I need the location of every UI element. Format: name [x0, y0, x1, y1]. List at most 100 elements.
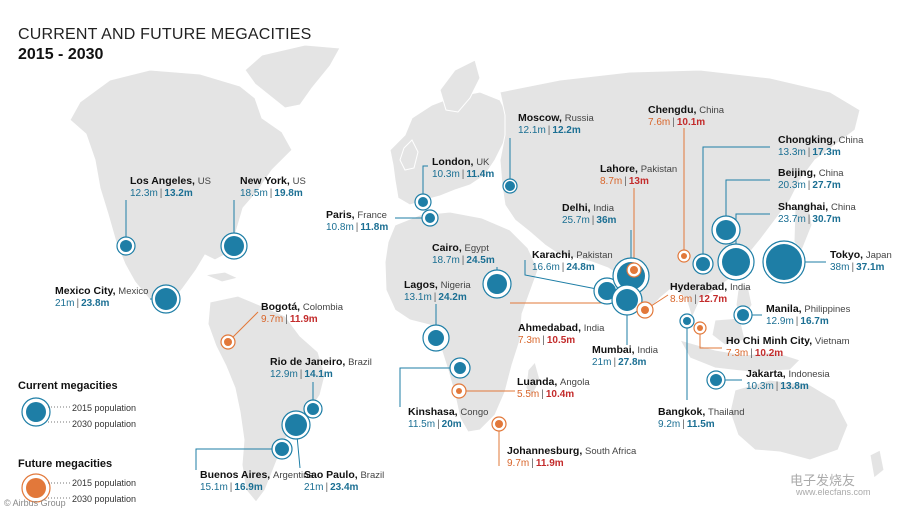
city-label-manila: Manila, Philippines 12.9m | 16.7m: [766, 303, 851, 327]
city-country: India: [637, 345, 658, 356]
pop-2030: 20m: [441, 418, 462, 430]
pop-2030: 27.7m: [812, 179, 841, 191]
city-label-buenos-aires: Buenos Aires, Argentina 15.1m | 16.9m: [200, 469, 314, 493]
marker-2015-chongking: [696, 257, 710, 271]
pop-2015: 7.3m: [518, 334, 541, 346]
marker-2015-karachi: [598, 282, 616, 300]
city-country: Colombia: [302, 302, 343, 313]
marker-2015-hyderabad: [641, 306, 649, 314]
legend-future-2030: 2030 population: [72, 494, 137, 504]
leader-line-kinshasa: [399, 367, 460, 407]
marker-2015-mumbai: [616, 289, 638, 311]
pop-2015: 12.9m: [766, 315, 794, 327]
city-name: Kinshasa,: [408, 406, 458, 418]
city-country: France: [357, 210, 387, 221]
pop-2030: 14.1m: [304, 368, 333, 380]
city-country: Japan: [865, 250, 892, 261]
pop-2015: 21m: [304, 481, 324, 493]
leader-line-ho-chi-minh-city: [699, 328, 722, 349]
marker-2015-bogot-: [224, 338, 232, 346]
pop-2015: 11.5m: [408, 418, 436, 430]
leader-line-london: [422, 165, 428, 202]
pop-2030: 24.5m: [466, 254, 495, 266]
marker-2015-luanda: [456, 388, 462, 394]
city-name: Chengdu,: [648, 104, 697, 116]
watermark-logo: 电子发烧友: [790, 473, 856, 488]
pop-2030: 37.1m: [856, 261, 885, 273]
city-name: Beijing,: [778, 167, 816, 179]
marker-2015-manila: [737, 309, 749, 321]
pop-2015: 23.7m: [778, 213, 806, 225]
pop-2030: 19.8m: [274, 187, 303, 199]
city-country: Angola: [560, 377, 590, 388]
city-country: Congo: [460, 407, 489, 418]
city-label-jakarta: Jakarta, Indonesia 10.3m | 13.8m: [746, 368, 830, 392]
pop-2030: 11.9m: [289, 313, 318, 325]
marker-2015-buenos-aires: [275, 442, 289, 456]
city-country: Thailand: [708, 407, 745, 418]
legend-marker-current-dot: [26, 402, 46, 422]
pop-2030: 16.9m: [234, 481, 263, 493]
map-subtitle: 2015 - 2030: [18, 46, 104, 63]
city-country: Indonesia: [788, 369, 830, 380]
marker-2015-shanghai: [722, 248, 750, 276]
city-label-los-angeles: Los Angeles, US 12.3m | 13.2m: [130, 175, 211, 199]
city-country: Russia: [564, 113, 594, 124]
pop-2030: 24.2m: [438, 291, 467, 303]
marker-2015-paris: [425, 213, 435, 223]
city-name: Rio de Janeiro,: [270, 356, 346, 368]
pop-2015: 10.3m: [432, 168, 460, 180]
city-label-lagos: Lagos, Nigeria 13.1m | 24.2m: [404, 279, 471, 303]
city-label-ho-chi-minh-city: Ho Chi Minh City, Vietnam 7.3m | 10.2m: [726, 335, 850, 359]
pop-2015: 18.7m: [432, 254, 460, 266]
pop-2030: 13.2m: [164, 187, 193, 199]
city-country: India: [583, 323, 605, 334]
pop-2030: 12.2m: [552, 124, 581, 136]
city-label-karachi: Karachi, Pakistan 16.6m | 24.8m: [532, 249, 613, 273]
city-name: Lahore,: [600, 163, 638, 175]
pop-2015: 13.1m: [404, 291, 432, 303]
city-label-hyderabad: Hyderabad, India 8.9m | 12.7m: [670, 281, 751, 305]
city-country: Brazil: [360, 470, 385, 481]
marker-2015-cairo: [487, 274, 507, 294]
city-country: UK: [476, 157, 490, 168]
legend-markers: [21, 397, 70, 503]
city-country: China: [699, 105, 725, 116]
marker-2015-london: [418, 197, 428, 207]
city-label-ahmedabad: Ahmedabad, India 7.3m | 10.5m: [518, 322, 605, 346]
marker-2015-johannesburg: [495, 420, 503, 428]
pop-2030: 27.8m: [618, 356, 647, 368]
leader-line-buenos-aires: [195, 448, 282, 470]
pop-2015: 9.2m: [658, 418, 681, 430]
marker-2015-tokyo: [766, 244, 802, 280]
pop-2030: 30.7m: [812, 213, 841, 225]
city-label-mexico-city: Mexico City, Mexico 21m | 23.8m: [55, 285, 149, 309]
pop-2015: 38m: [830, 261, 850, 273]
city-name: Ho Chi Minh City,: [726, 335, 813, 347]
city-label-rio-de-janeiro: Rio de Janeiro, Brazil 12.9m | 14.1m: [270, 356, 372, 380]
city-name: Sao Paulo,: [304, 469, 358, 481]
pop-2015: 12.1m: [518, 124, 546, 136]
pop-2015: 8.9m: [670, 293, 693, 305]
pop-2030: 16.7m: [800, 315, 829, 327]
pop-2030: 23.4m: [330, 481, 359, 493]
city-label-chongking: Chongking, China 13.3m | 17.3m: [778, 134, 864, 158]
city-country: Mexico: [118, 286, 149, 297]
pop-2015: 10.3m: [746, 380, 774, 392]
marker-2015-mexico-city: [155, 288, 177, 310]
city-name: Delhi,: [562, 202, 591, 214]
pop-2030: 17.3m: [812, 146, 841, 158]
legend-current-2030: 2030 population: [72, 419, 137, 429]
pop-2015: 13.3m: [778, 146, 806, 158]
city-label-johannesburg: Johannesburg, South Africa 9.7m | 11.9m: [507, 445, 637, 469]
marker-2015-lahore: [630, 266, 638, 274]
city-country: China: [838, 135, 864, 146]
pop-2030: 10.1m: [676, 116, 706, 128]
city-name: Mexico City,: [55, 285, 116, 297]
pop-2015: 16.6m: [532, 261, 560, 273]
pop-2015: 21m: [592, 356, 612, 368]
pop-2030: 11.8m: [360, 221, 389, 233]
city-label-sao-paulo: Sao Paulo, Brazil 21m | 23.4m: [304, 469, 385, 493]
city-name: London,: [432, 156, 474, 168]
pop-2030: 10.4m: [545, 388, 575, 400]
